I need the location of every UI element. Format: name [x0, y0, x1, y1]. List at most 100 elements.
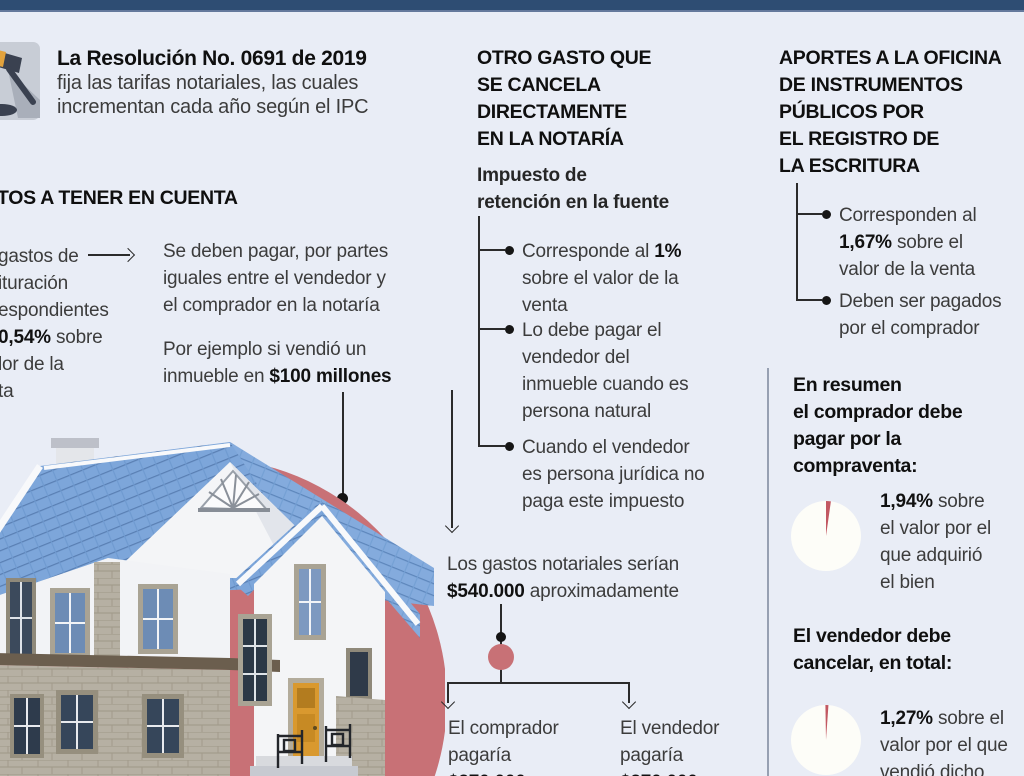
pie-text-line: valor por el que: [880, 735, 1008, 756]
pie-text-line: 1,94% sobre: [880, 491, 985, 512]
summary-heading-line: el comprador debe: [793, 401, 963, 423]
notary-cost-text: Los gastos notariales serían $540.000 ap…: [447, 551, 679, 605]
buyer-pie-text: 1,94% sobre el valor por el que adquirió…: [880, 488, 991, 596]
mid-bullet-1: Corresponde al 1% sobre el valor de la v…: [505, 238, 681, 319]
connector-line-house: [342, 392, 344, 495]
tree-line-vertical: [796, 183, 798, 300]
bullet-line: sobre el valor de la: [522, 268, 679, 289]
left-heading: TOS A TENER EN CUENTA: [0, 187, 238, 209]
mid-subheading: Impuesto de retención en la fuente: [477, 162, 669, 216]
pie-chart-buyer: [791, 501, 861, 571]
tree-line-branch: [478, 328, 505, 330]
summary-heading-line: cancelar, en total:: [793, 652, 953, 674]
right-heading-line: EL REGISTRO DE: [779, 128, 940, 150]
top-bar: [0, 0, 1024, 12]
summary-heading-line: El vendedor debe: [793, 625, 951, 647]
intro-line: fija las tarifas notariales, las cuales: [57, 72, 359, 94]
connector-line-notary: [451, 390, 453, 528]
summary-buyer-heading: En resumen el comprador debe pagar por l…: [793, 372, 963, 480]
bullet-line: Lo debe pagar el: [522, 320, 662, 341]
mid-bullet-2: Lo debe pagar el vendedor del inmueble c…: [505, 317, 689, 425]
section-divider: [767, 368, 769, 776]
buyer-line: $270.000: [448, 769, 559, 776]
mid-heading: OTRO GASTO QUE SE CANCELA DIRECTAMENTE E…: [477, 45, 652, 153]
mid-subheading-line: Impuesto de: [477, 165, 587, 186]
right-heading-line: PÚBLICOS POR: [779, 101, 924, 123]
bullet-line: persona natural: [522, 401, 652, 422]
intro-line: incrementan cada año según el IPC: [57, 96, 369, 118]
mid-heading-line: DIRECTAMENTE: [477, 101, 627, 123]
pie-text-line: que adquirió: [880, 545, 983, 566]
tree-line-branch: [478, 249, 505, 251]
intro-text: fija las tarifas notariales, las cuales …: [57, 71, 369, 119]
mid-bullet-3: Cuando el vendedor es persona jurídica n…: [505, 434, 705, 515]
example-line: Por ejemplo si vendió un: [163, 339, 367, 360]
right-heading: APORTES A LA OFICINA DE INSTRUMENTOS PÚB…: [779, 45, 1002, 180]
bullet-line: por el comprador: [839, 318, 980, 339]
buyer-pays-text: El comprador pagaría $270.000: [448, 715, 559, 776]
left-fragment-text: gastos de ituración espondientes 0,54% s…: [0, 243, 109, 405]
seller-line: $270.000: [620, 769, 719, 776]
tree-line-branch: [796, 213, 822, 215]
bullet-line: vendedor del: [522, 347, 630, 368]
pie-text-line: 1,27% sobre el: [880, 708, 1004, 729]
intro-title: La Resolución No. 0691 de 2019: [57, 47, 367, 70]
seller-pays-text: El vendedor pagaría $270.000: [620, 715, 719, 776]
summary-heading-line: pagar por la: [793, 428, 902, 450]
split-line-vertical: [500, 604, 502, 683]
connector-dot: [337, 493, 348, 504]
seller-line: pagaría: [620, 745, 684, 766]
arrow-line: [88, 254, 130, 256]
arrow-down-icon: [621, 694, 637, 710]
bullet-line: venta: [522, 295, 568, 316]
fragment-line: ituración: [0, 273, 69, 294]
seller-pie-text: 1,27% sobre el valor por el que vendió d…: [880, 705, 1008, 776]
right-bullet-1: Corresponden al 1,67% sobre el valor de …: [822, 202, 977, 283]
pay-line: Se deben pagar, por partes: [163, 241, 389, 262]
split-dot: [496, 632, 506, 642]
pie-text-line: vendió dicho: [880, 762, 985, 776]
example-line: inmueble en $100 millones: [163, 366, 392, 387]
notary-line: $540.000 aproximadamente: [447, 581, 679, 602]
fragment-line: ta: [0, 381, 14, 402]
right-heading-line: DE INSTRUMENTOS: [779, 74, 963, 96]
summary-seller-heading: El vendedor debe cancelar, en total:: [793, 623, 952, 677]
fragment-line: lor de la: [0, 354, 64, 375]
split-pink-ball: [488, 644, 514, 670]
fragment-line: espondientes: [0, 300, 109, 321]
bullet-line: Corresponde al 1%: [522, 241, 682, 262]
summary-heading-line: compraventa:: [793, 455, 918, 477]
right-bullet-2: Deben ser pagados por el comprador: [822, 288, 1002, 342]
example-text: Por ejemplo si vendió un inmueble en $10…: [163, 336, 392, 390]
tree-line-vertical: [478, 216, 480, 446]
split-line-left: [447, 682, 449, 703]
mid-heading-line: EN LA NOTARÍA: [477, 128, 624, 150]
pie-chart-seller: [791, 705, 861, 775]
pie-text-line: el bien: [880, 572, 935, 593]
pay-line: el comprador en la notaría: [163, 295, 380, 316]
bullet-line: paga este impuesto: [522, 491, 685, 512]
bullet-line: Deben ser pagados: [839, 291, 1002, 312]
fragment-line: gastos de: [0, 246, 79, 267]
tree-line-branch: [478, 445, 505, 447]
pay-line: iguales entre el vendedor y: [163, 268, 386, 289]
seller-line: El vendedor: [620, 718, 720, 739]
right-heading-line: LA ESCRITURA: [779, 155, 920, 177]
fragment-line: 0,54% sobre: [0, 327, 103, 348]
mid-heading-line: OTRO GASTO QUE: [477, 47, 652, 69]
buyer-line: El comprador: [448, 718, 559, 739]
mid-subheading-line: retención en la fuente: [477, 192, 669, 213]
notary-line: Los gastos notariales serían: [447, 554, 680, 575]
split-line-right: [628, 682, 630, 703]
buyer-line: pagaría: [448, 745, 512, 766]
pie-text-line: el valor por el: [880, 518, 992, 539]
bullet-line: es persona jurídica no: [522, 464, 705, 485]
split-line-horizontal: [448, 682, 629, 684]
summary-heading-line: En resumen: [793, 374, 902, 396]
bullet-line: 1,67% sobre el: [839, 232, 963, 253]
pay-text: Se deben pagar, por partes iguales entre…: [163, 238, 388, 319]
gavel-icon: [0, 42, 40, 120]
right-heading-line: APORTES A LA OFICINA: [779, 47, 1002, 69]
arrow-right-icon: [120, 247, 136, 263]
